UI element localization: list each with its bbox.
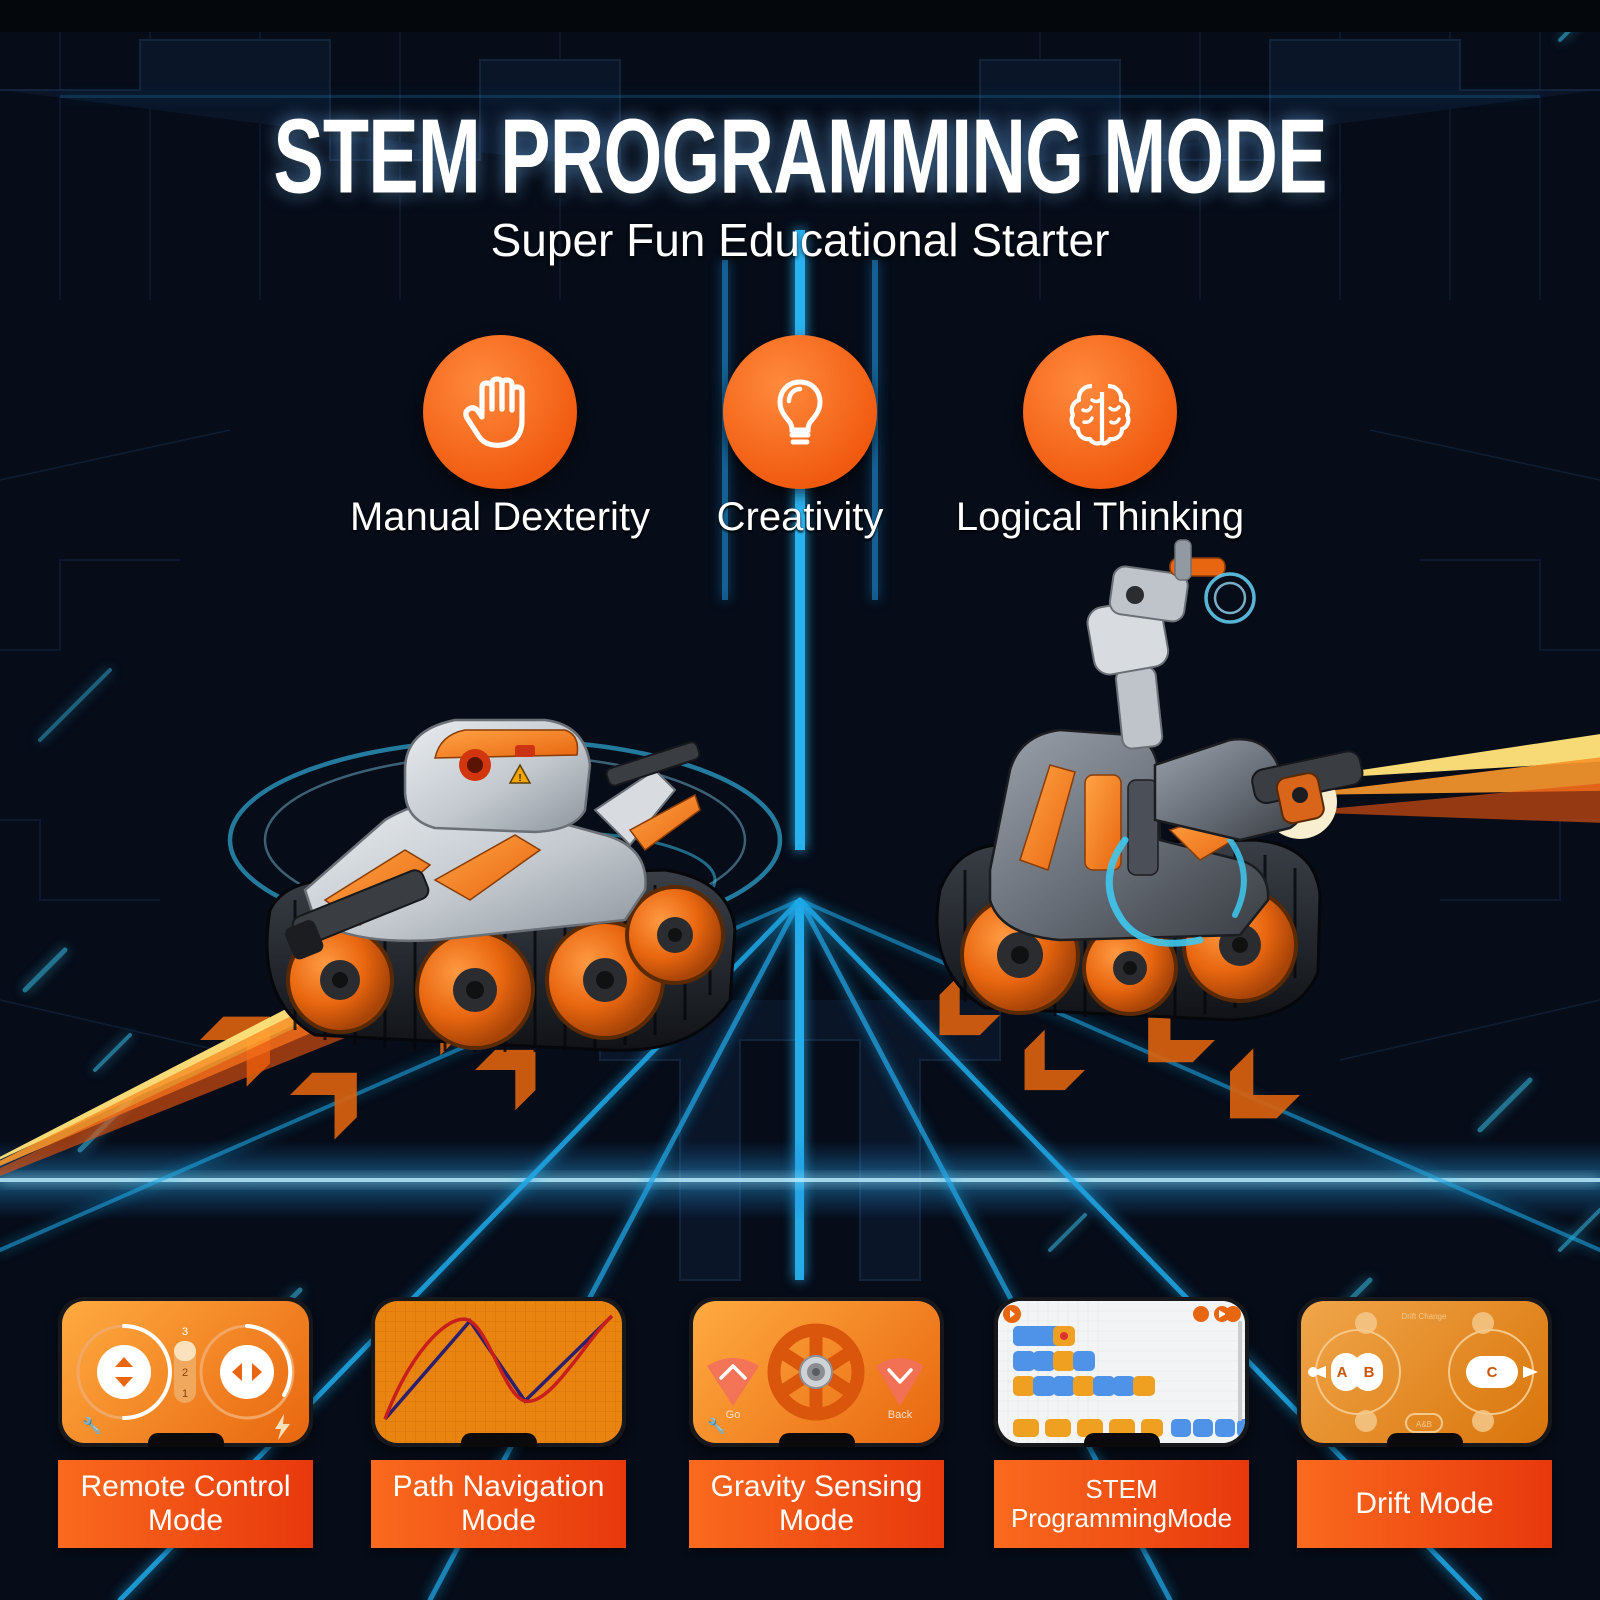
- svg-text:!: !: [518, 773, 521, 784]
- svg-text:1: 1: [182, 1388, 188, 1400]
- svg-text:A: A: [1337, 1364, 1348, 1381]
- svg-text:2: 2: [182, 1367, 188, 1379]
- svg-text:🔧: 🔧: [707, 1416, 726, 1435]
- svg-text:A&B: A&B: [1416, 1420, 1432, 1429]
- svg-text:Drift Change: Drift Change: [1402, 1312, 1447, 1321]
- svg-text:3: 3: [182, 1326, 188, 1338]
- svg-text:B: B: [1364, 1364, 1375, 1381]
- svg-text:Go: Go: [726, 1409, 741, 1421]
- svg-text:C: C: [1487, 1364, 1498, 1381]
- svg-text:Back: Back: [888, 1409, 913, 1421]
- svg-text:🔧: 🔧: [82, 1416, 102, 1435]
